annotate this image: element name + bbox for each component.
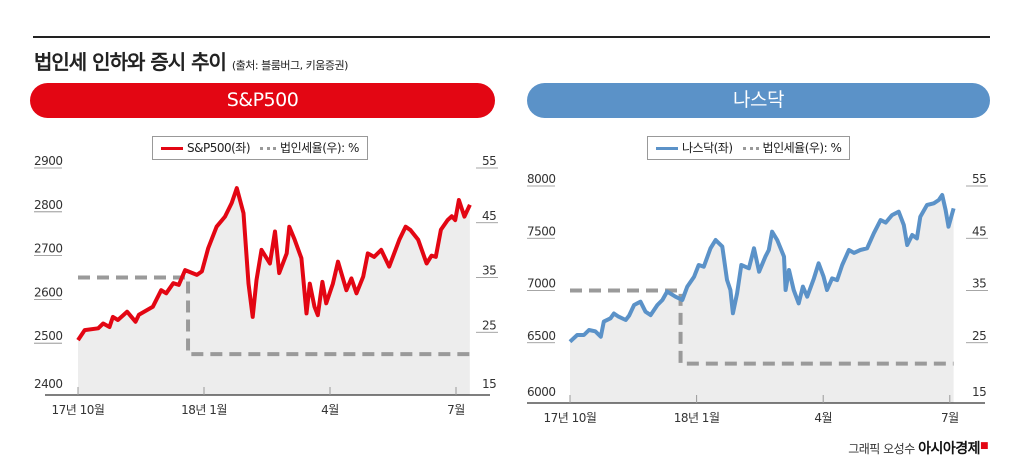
y-right-tick-label: 15 — [482, 377, 496, 391]
x-tick-label: 18년 1월 — [674, 411, 720, 425]
area-fill — [570, 195, 954, 403]
y-left-tick-label: 8000 — [527, 172, 556, 186]
legend-series-label: 나스닥(좌) — [682, 141, 733, 155]
y-left-tick-label: 6500 — [527, 329, 556, 343]
legend-series-label: S&P500(좌) — [187, 141, 251, 155]
x-tick-label: 18년 1월 — [181, 403, 227, 417]
nasdaq-header-bar: 나스닥 — [527, 83, 990, 118]
y-right-tick-label: 55 — [482, 154, 496, 168]
legend-tax-label: 법인세율(우): % — [280, 141, 359, 155]
y-left-tick-label: 2600 — [34, 285, 63, 299]
y-left-tick-label: 7000 — [527, 277, 556, 291]
y-right-tick-label: 45 — [482, 209, 496, 223]
legend-tax-label: 법인세율(우): % — [762, 141, 842, 155]
y-left-tick-label: 6000 — [527, 385, 556, 399]
area-fill — [78, 188, 470, 395]
nasdaq-legend: 나스닥(좌) 법인세율(우): % — [647, 136, 851, 160]
y-right-tick-label: 25 — [482, 318, 496, 332]
y-right-tick-label: 15 — [972, 385, 986, 399]
legend-line-swatch — [656, 147, 678, 150]
x-tick-label: 17년 10월 — [544, 411, 597, 425]
y-right-tick-label: 25 — [972, 329, 986, 343]
y-left-tick-label: 2800 — [34, 198, 63, 212]
sp500-chart: 17년 10월 18년 1월 4월 7월 2400 2500 2600 2700 2800 290… — [34, 154, 498, 417]
y-left-tick-label: 7500 — [527, 224, 556, 238]
index-line — [568, 193, 956, 344]
y-left-tick-label: 2500 — [34, 329, 63, 343]
credit: 그래픽 오성수 아시아경제■ — [848, 438, 988, 458]
y-left-tick-label: 2700 — [34, 242, 63, 256]
y-left-tick-label: 2400 — [34, 377, 63, 391]
x-tick-label: 17년 10월 — [52, 403, 105, 417]
legend-dotted-swatch — [260, 147, 277, 150]
brand-mark: ■ — [979, 441, 989, 451]
x-tick-label: 4월 — [814, 411, 832, 425]
legend-dotted-swatch — [742, 147, 759, 150]
x-tick-label: 4월 — [321, 403, 339, 417]
page-title: 법인세 인하와 증시 추이 (출처: 블룸버그, 키움증권) — [34, 46, 348, 75]
index-line — [76, 186, 472, 342]
x-tick-label: 7월 — [941, 411, 959, 425]
y-left-tick-label: 2900 — [34, 154, 63, 168]
title-text: 법인세 인하와 증시 추이 — [34, 50, 227, 74]
y-right-tick-label: 35 — [972, 277, 986, 291]
nasdaq-chart: 17년 10월 18년 1월 4월 7월 6000 6500 7000 7500 8000 15 2… — [527, 172, 988, 425]
sp500-legend: S&P500(좌) 법인세율(우): % — [152, 136, 368, 160]
tax-rate-line — [78, 275, 470, 357]
y-right-tick-label: 45 — [972, 224, 986, 238]
sp500-header-bar: S&P500 — [30, 83, 495, 118]
brand-logo: 아시아경제 — [918, 441, 980, 457]
legend-line-swatch — [161, 147, 183, 150]
y-right-tick-label: 35 — [482, 264, 496, 278]
top-rule — [33, 36, 990, 38]
x-tick-label: 7월 — [447, 403, 465, 417]
source-note: (출처: 블룸버그, 키움증권) — [231, 59, 348, 72]
y-right-tick-label: 55 — [972, 172, 986, 186]
credit-author: 그래픽 오성수 — [848, 442, 915, 456]
